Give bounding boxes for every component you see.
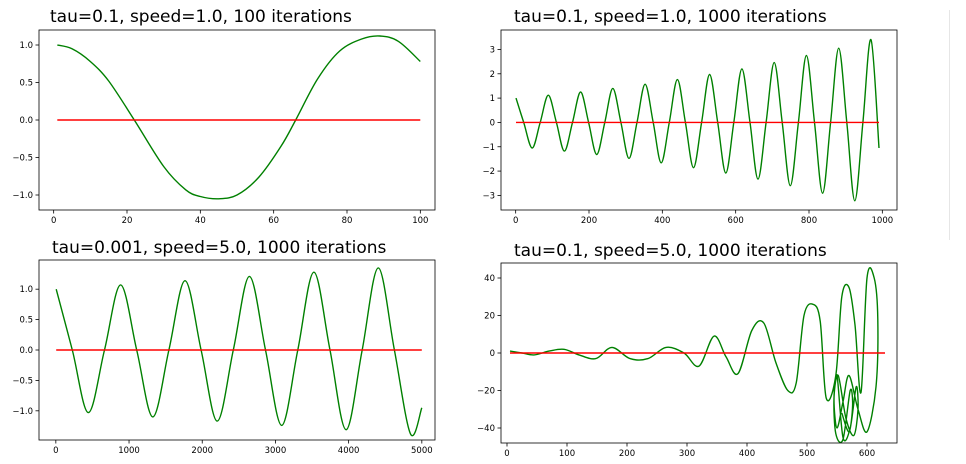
x-tick-label: 200 <box>581 216 597 226</box>
chart-title: tau=0.001, speed=5.0, 1000 iterations <box>52 238 387 258</box>
chart-panel-4: tau=0.1, speed=5.0, 1000 iterations 0 100 2… <box>477 241 898 459</box>
x-tick-label: 100 <box>412 216 428 226</box>
x-tick-label: 5000 <box>411 446 433 456</box>
y-tick-label: −40 <box>477 424 495 434</box>
series-line-1 <box>55 267 423 437</box>
chart-title: tau=0.1, speed=1.0, 1000 iterations <box>514 7 827 27</box>
x-tick-label: 4000 <box>338 446 360 456</box>
x-tick-label: 80 <box>342 216 353 226</box>
y-tick-label: 2 <box>490 70 495 80</box>
x-tick-label: 3000 <box>265 446 287 456</box>
y-tick-label: 0.5 <box>19 316 33 326</box>
x-tick-label: 1000 <box>872 216 894 226</box>
chart-panel-1: tau=0.1, speed=1.0, 100 iterations 0 20 40 6… <box>12 7 436 226</box>
x-tick-label: 600 <box>728 216 744 226</box>
series-line-1 <box>515 38 880 202</box>
y-tick-label: −0.5 <box>12 154 33 164</box>
x-tick-label: 0 <box>513 216 518 226</box>
y-tick-label: 1 <box>490 94 495 104</box>
x-tick-label: 1000 <box>118 446 140 456</box>
chart-panel-3: tau=0.001, speed=5.0, 1000 iterations 0 10… <box>12 238 436 456</box>
series-line-1 <box>57 35 421 200</box>
x-tick-label: 800 <box>801 216 817 226</box>
y-tick-label: −1.0 <box>12 407 33 417</box>
x-tick-label: 60 <box>268 216 279 226</box>
y-tick-label: 1.0 <box>19 41 33 51</box>
y-tick-label: 20 <box>484 312 495 322</box>
x-tick-label: 2000 <box>191 446 213 456</box>
chart-title: tau=0.1, speed=5.0, 1000 iterations <box>514 241 827 261</box>
y-tick-label: −20 <box>477 387 495 397</box>
y-tick-label: −1.0 <box>12 191 33 201</box>
x-tick-label: 20 <box>122 216 133 226</box>
x-tick-label: 600 <box>859 449 875 459</box>
y-tick-label: −1 <box>482 143 495 153</box>
y-tick-label: 3 <box>490 45 495 55</box>
chart-panel-2: tau=0.1, speed=1.0, 1000 iterations 0 200 4… <box>482 7 898 226</box>
x-tick-label: 400 <box>739 449 755 459</box>
chart-title: tau=0.1, speed=1.0, 100 iterations <box>50 7 352 27</box>
edge-divider <box>949 10 950 240</box>
x-tick-label: 300 <box>679 449 695 459</box>
y-tick-label: −3 <box>482 191 495 201</box>
axes-frame <box>500 29 898 211</box>
y-tick-label: 0.0 <box>19 116 33 126</box>
y-tick-label: 0.5 <box>19 79 33 89</box>
series-line-1 <box>509 267 879 443</box>
y-tick-label: 0.0 <box>19 346 33 356</box>
y-tick-label: 0 <box>490 118 495 128</box>
x-tick-label: 0 <box>504 449 509 459</box>
y-tick-label: 0 <box>490 349 495 359</box>
y-tick-label: 1.0 <box>19 285 33 295</box>
y-tick-label: 40 <box>484 274 495 284</box>
x-tick-label: 0 <box>51 216 56 226</box>
x-tick-label: 200 <box>619 449 635 459</box>
x-tick-label: 40 <box>195 216 206 226</box>
x-tick-label: 100 <box>559 449 575 459</box>
y-tick-label: −2 <box>482 167 495 177</box>
x-tick-label: 500 <box>799 449 815 459</box>
x-tick-label: 0 <box>53 446 58 456</box>
y-tick-label: −0.5 <box>12 376 33 386</box>
x-tick-label: 400 <box>654 216 670 226</box>
